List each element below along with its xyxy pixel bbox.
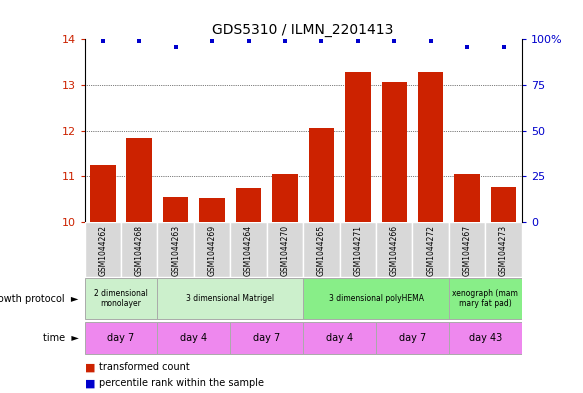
Bar xyxy=(230,322,303,354)
Bar xyxy=(412,222,449,277)
Text: GSM1044272: GSM1044272 xyxy=(426,225,435,276)
Point xyxy=(499,44,508,50)
Text: 2 dimensional
monolayer: 2 dimensional monolayer xyxy=(94,289,148,309)
Bar xyxy=(236,188,261,222)
Text: GSM1044271: GSM1044271 xyxy=(353,225,362,276)
Point xyxy=(280,38,290,44)
Bar xyxy=(308,129,334,222)
Bar xyxy=(85,322,157,354)
Text: GSM1044273: GSM1044273 xyxy=(499,225,508,276)
Text: GSM1044267: GSM1044267 xyxy=(463,225,472,276)
Text: GSM1044268: GSM1044268 xyxy=(135,225,143,276)
Point xyxy=(208,38,217,44)
Bar xyxy=(376,322,449,354)
Point xyxy=(426,38,436,44)
Bar xyxy=(194,222,230,277)
Bar xyxy=(303,278,449,320)
Bar xyxy=(157,278,303,320)
Bar xyxy=(449,222,485,277)
Text: transformed count: transformed count xyxy=(99,362,190,373)
Bar xyxy=(449,322,522,354)
Text: GSM1044269: GSM1044269 xyxy=(208,225,216,276)
Text: 3 dimensional Matrigel: 3 dimensional Matrigel xyxy=(186,294,275,303)
Text: day 4: day 4 xyxy=(326,333,353,343)
Text: GSM1044263: GSM1044263 xyxy=(171,225,180,276)
Bar xyxy=(199,198,225,222)
Text: day 7: day 7 xyxy=(399,333,426,343)
Point xyxy=(353,38,363,44)
Text: xenograph (mam
mary fat pad): xenograph (mam mary fat pad) xyxy=(452,289,518,309)
Text: day 7: day 7 xyxy=(253,333,280,343)
Bar xyxy=(90,165,115,222)
Bar xyxy=(121,222,157,277)
Bar xyxy=(163,197,188,222)
Bar xyxy=(85,222,121,277)
Bar xyxy=(272,174,298,222)
Text: GSM1044266: GSM1044266 xyxy=(390,225,399,276)
Bar xyxy=(381,82,407,222)
Bar xyxy=(230,222,266,277)
Bar xyxy=(491,187,517,222)
Title: GDS5310 / ILMN_2201413: GDS5310 / ILMN_2201413 xyxy=(212,23,394,37)
Text: day 7: day 7 xyxy=(107,333,135,343)
Bar xyxy=(157,322,230,354)
Text: 3 dimensional polyHEMA: 3 dimensional polyHEMA xyxy=(329,294,423,303)
Point xyxy=(135,38,144,44)
Bar xyxy=(339,222,376,277)
Bar xyxy=(303,322,376,354)
Text: GSM1044265: GSM1044265 xyxy=(317,225,326,276)
Text: day 43: day 43 xyxy=(469,333,502,343)
Text: GSM1044270: GSM1044270 xyxy=(280,225,289,276)
Point xyxy=(244,38,253,44)
Text: percentile rank within the sample: percentile rank within the sample xyxy=(99,378,264,388)
Bar xyxy=(345,72,371,222)
Text: day 4: day 4 xyxy=(180,333,208,343)
Text: ■: ■ xyxy=(85,378,95,388)
Text: GSM1044264: GSM1044264 xyxy=(244,225,253,276)
Bar xyxy=(85,278,157,320)
Bar xyxy=(485,222,522,277)
Bar xyxy=(449,278,522,320)
Bar xyxy=(303,222,339,277)
Point xyxy=(389,38,399,44)
Bar xyxy=(266,222,303,277)
Text: time  ►: time ► xyxy=(43,333,79,343)
Point xyxy=(462,44,472,50)
Text: growth protocol  ►: growth protocol ► xyxy=(0,294,79,304)
Point xyxy=(317,38,326,44)
Bar xyxy=(376,222,412,277)
Text: ■: ■ xyxy=(85,362,95,373)
Bar xyxy=(127,138,152,222)
Bar xyxy=(454,174,480,222)
Point xyxy=(98,38,107,44)
Bar xyxy=(157,222,194,277)
Bar xyxy=(418,72,444,222)
Text: GSM1044262: GSM1044262 xyxy=(99,225,107,276)
Point xyxy=(171,44,180,50)
